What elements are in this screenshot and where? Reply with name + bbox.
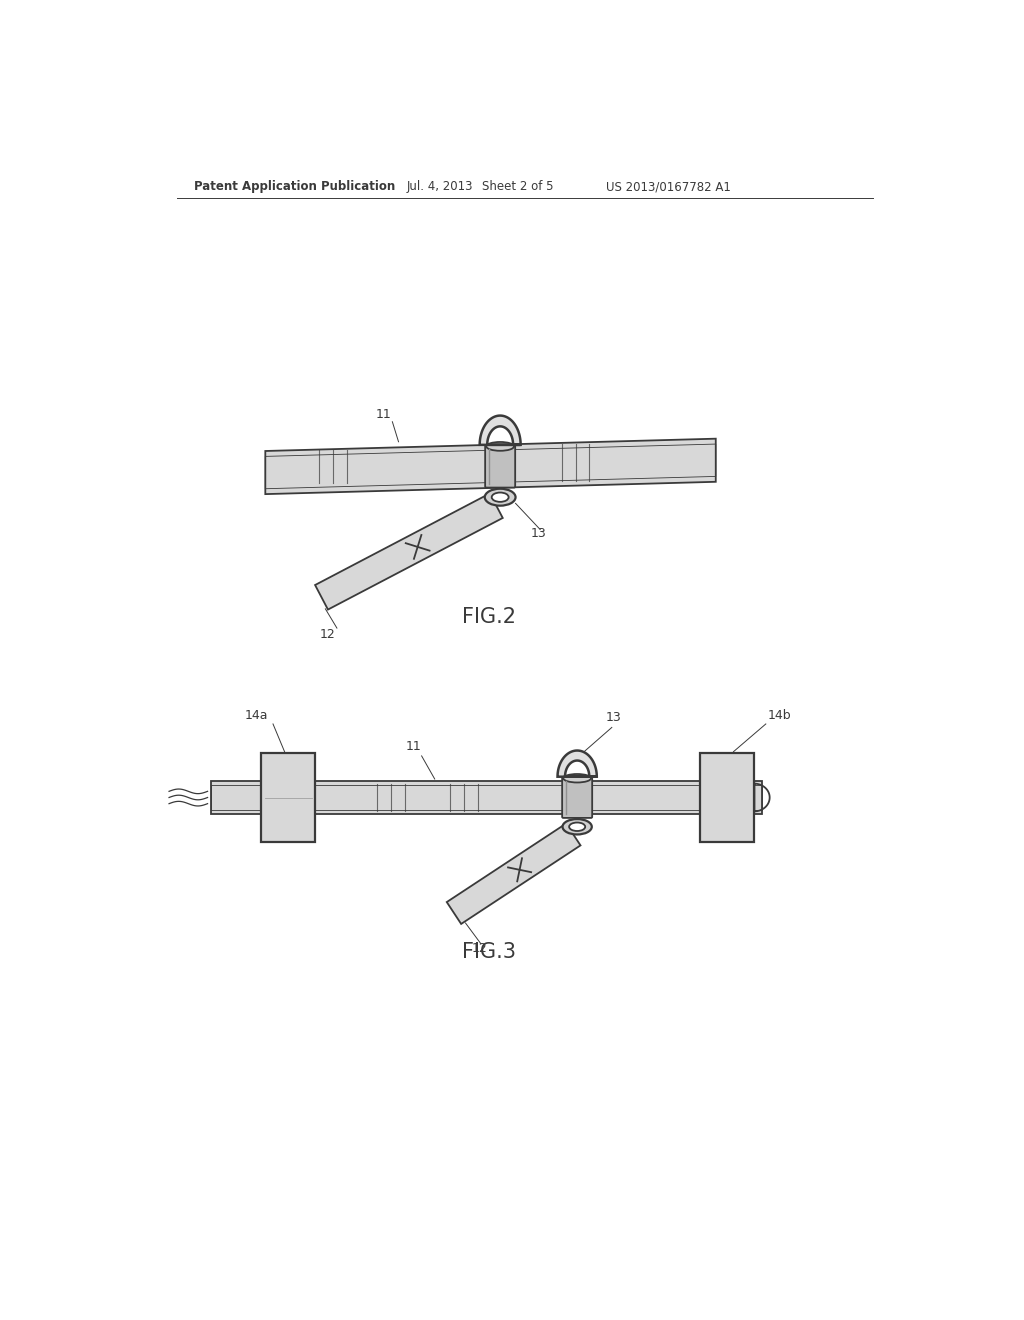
Ellipse shape <box>486 442 514 451</box>
Polygon shape <box>446 824 581 924</box>
Text: 13: 13 <box>605 711 622 725</box>
FancyBboxPatch shape <box>485 445 515 487</box>
Ellipse shape <box>562 818 592 834</box>
Ellipse shape <box>563 774 591 783</box>
Text: 14b: 14b <box>768 709 792 722</box>
Text: 11: 11 <box>407 739 422 752</box>
Text: Jul. 4, 2013: Jul. 4, 2013 <box>407 181 473 194</box>
Text: Sheet 2 of 5: Sheet 2 of 5 <box>481 181 553 194</box>
Polygon shape <box>557 751 597 776</box>
Ellipse shape <box>484 488 515 506</box>
Text: 12: 12 <box>471 942 487 956</box>
Text: Patent Application Publication: Patent Application Publication <box>194 181 395 194</box>
Polygon shape <box>211 780 762 814</box>
Text: 11: 11 <box>375 408 391 421</box>
Bar <box>261 754 315 842</box>
Polygon shape <box>479 416 520 445</box>
Text: 12: 12 <box>319 628 336 642</box>
Text: US 2013/0167782 A1: US 2013/0167782 A1 <box>606 181 731 194</box>
Text: FIG.3: FIG.3 <box>462 941 516 961</box>
Polygon shape <box>265 438 716 494</box>
Ellipse shape <box>492 492 509 502</box>
Text: 13: 13 <box>530 527 547 540</box>
Text: FIG.2: FIG.2 <box>462 607 516 627</box>
FancyBboxPatch shape <box>562 777 592 818</box>
Ellipse shape <box>569 822 585 832</box>
Bar <box>700 754 755 842</box>
Polygon shape <box>315 494 503 610</box>
Text: 14a: 14a <box>245 709 268 722</box>
